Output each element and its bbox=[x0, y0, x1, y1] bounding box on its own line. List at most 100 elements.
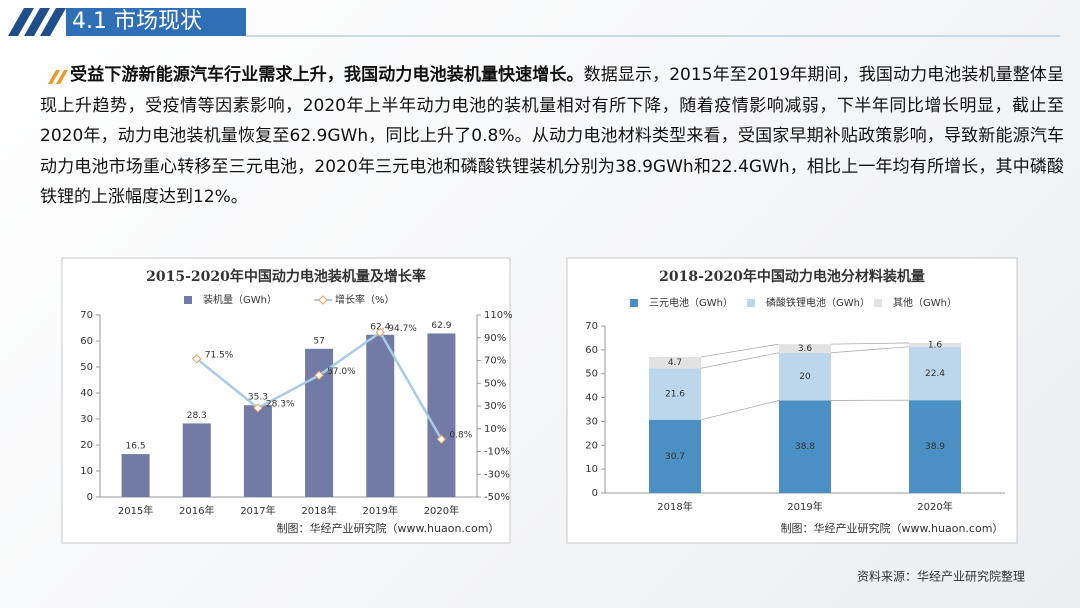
bar bbox=[427, 333, 456, 497]
y2-tick-label: 110% bbox=[484, 310, 513, 321]
y2-tick-label: 50% bbox=[484, 378, 506, 389]
marker bbox=[314, 370, 324, 380]
y-tick-label: 10 bbox=[585, 464, 598, 475]
x-tick-label: 2019年 bbox=[363, 504, 398, 517]
marker bbox=[192, 354, 202, 364]
legend-swatch bbox=[747, 299, 755, 307]
y-tick-label: 0 bbox=[592, 488, 598, 499]
x-tick-label: 2019年 bbox=[787, 500, 822, 513]
paragraph-body: 数据显示，2015年至2019年期间，我国动力电池装机量整体呈现上升趋势，受疫情… bbox=[40, 65, 1065, 207]
x-tick-label: 2015年 bbox=[118, 504, 153, 517]
data-label: 28.3 bbox=[187, 411, 207, 421]
bar bbox=[243, 405, 272, 497]
data-label: 94.7% bbox=[388, 324, 417, 334]
y-tick-label: 50 bbox=[80, 362, 93, 373]
y-tick-label: 40 bbox=[585, 393, 598, 404]
bar bbox=[649, 357, 701, 369]
footnote: 制图：华经产业研究院（www.huaon.com） bbox=[781, 521, 1004, 535]
y-tick-label: 20 bbox=[80, 440, 93, 451]
legend-swatch bbox=[874, 299, 882, 307]
connector bbox=[830, 342, 910, 345]
connector bbox=[700, 352, 780, 369]
bar bbox=[779, 400, 831, 493]
bar bbox=[779, 352, 831, 401]
x-tick-label: 2018年 bbox=[657, 500, 692, 513]
x-tick-label: 2020年 bbox=[424, 504, 459, 517]
y-tick-label: 50 bbox=[585, 369, 598, 380]
header-bar bbox=[66, 8, 246, 36]
x-tick-label: 2018年 bbox=[301, 504, 336, 517]
chart-title: 2015-2020年中国动力电池装机量及增长率 bbox=[146, 268, 426, 285]
y2-tick-label: -30% bbox=[484, 469, 510, 480]
bar bbox=[121, 454, 150, 497]
legend-label: 增长率（%） bbox=[335, 293, 395, 306]
legend-marker bbox=[318, 295, 328, 305]
marker bbox=[253, 403, 263, 413]
data-label: 1.6 bbox=[928, 340, 943, 350]
data-label: 22.4 bbox=[925, 369, 945, 379]
header-stripe bbox=[8, 8, 34, 36]
legend-label: 磷酸铁锂电池（GWh） bbox=[766, 296, 870, 309]
y2-tick-label: 70% bbox=[484, 356, 506, 367]
y2-tick-label: -50% bbox=[484, 492, 510, 503]
bar bbox=[182, 423, 211, 497]
data-label: 57 bbox=[313, 336, 324, 346]
data-label: 16.5 bbox=[126, 442, 146, 452]
paragraph: 受益下游新能源汽车行业需求上升，我国动力电池装机量快速增长。数据显示，2015年… bbox=[40, 60, 1064, 213]
x-tick-label: 2016年 bbox=[179, 504, 214, 517]
connector bbox=[830, 346, 910, 354]
y-tick-label: 40 bbox=[80, 388, 93, 399]
data-label: 62.4 bbox=[370, 322, 390, 332]
legend-label: 其他（GWh） bbox=[893, 296, 957, 309]
data-label: 3.6 bbox=[798, 344, 813, 354]
bullet-icon bbox=[48, 70, 60, 84]
marker bbox=[436, 434, 447, 444]
legend-swatch bbox=[630, 299, 638, 307]
legend-label: 三元电池（GWh） bbox=[649, 296, 733, 309]
y-tick-label: 10 bbox=[80, 466, 93, 477]
bar bbox=[649, 419, 701, 493]
data-label: 38.8 bbox=[795, 442, 815, 452]
data-label: 20 bbox=[799, 372, 811, 382]
y2-tick-label: -10% bbox=[484, 447, 510, 458]
bar bbox=[909, 342, 961, 347]
x-tick-label: 2017年 bbox=[240, 504, 275, 517]
bar bbox=[779, 344, 831, 353]
data-label: 0.8% bbox=[449, 431, 472, 441]
chart-title: 2018-2020年中国动力电池分材料装机量 bbox=[659, 268, 925, 285]
footnote: 制图：华经产业研究院（www.huaon.com） bbox=[277, 521, 500, 535]
header-stripe bbox=[40, 8, 66, 36]
y-tick-label: 60 bbox=[80, 336, 93, 347]
connector bbox=[700, 400, 780, 421]
data-label: 30.7 bbox=[665, 452, 685, 462]
bar bbox=[909, 346, 961, 401]
data-label: 4.7 bbox=[668, 358, 682, 368]
marker bbox=[375, 327, 385, 338]
y2-tick-label: 10% bbox=[484, 424, 506, 435]
y-tick-label: 20 bbox=[585, 440, 598, 451]
data-label: 21.6 bbox=[665, 389, 685, 399]
bar bbox=[649, 368, 701, 420]
data-label: 57.0% bbox=[327, 367, 356, 377]
header-stripe bbox=[24, 8, 50, 36]
data-label: 35.3 bbox=[248, 393, 268, 403]
bar bbox=[909, 400, 961, 493]
y-tick-label: 70 bbox=[80, 310, 93, 321]
legend-label: 装机量（GWh） bbox=[203, 293, 277, 306]
data-label: 62.9 bbox=[431, 321, 451, 331]
y2-tick-label: 30% bbox=[484, 401, 506, 412]
y2-tick-label: 90% bbox=[484, 333, 506, 344]
legend-swatch bbox=[184, 296, 192, 304]
data-label: 28.3% bbox=[266, 399, 295, 409]
y-tick-label: 30 bbox=[80, 414, 93, 425]
paragraph-lead: 受益下游新能源汽车行业需求上升，我国动力电池装机量快速增长。 bbox=[70, 65, 584, 85]
header-title: 4.1 市场现状 bbox=[72, 9, 202, 34]
data-label: 38.9 bbox=[925, 442, 945, 452]
y-tick-label: 30 bbox=[585, 416, 598, 427]
connector bbox=[700, 343, 780, 358]
data-label: 71.5% bbox=[205, 350, 234, 360]
bar bbox=[366, 334, 395, 497]
bullet-icon bbox=[56, 70, 68, 84]
